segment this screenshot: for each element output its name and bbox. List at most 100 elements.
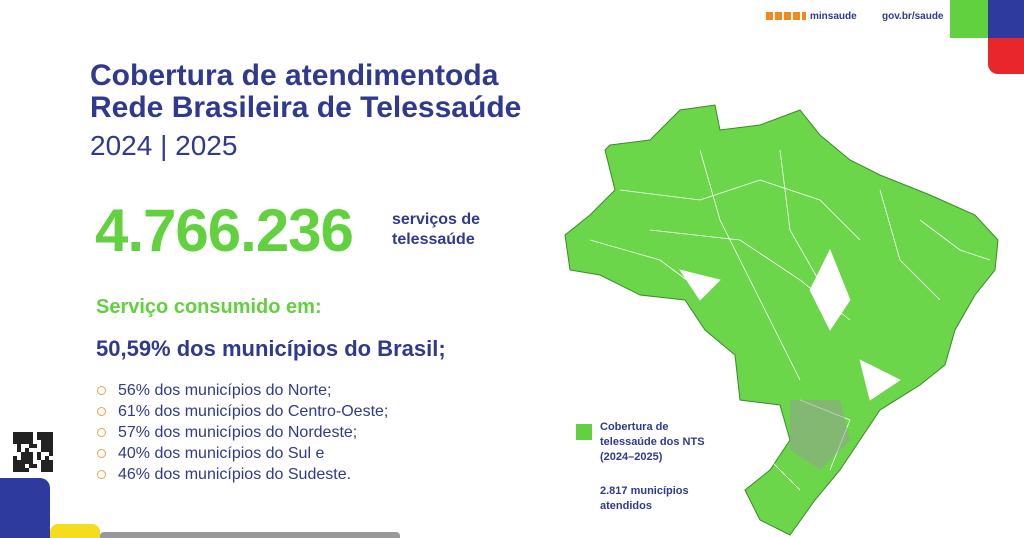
qr-cell xyxy=(37,456,41,460)
qr-cell xyxy=(45,460,49,464)
qr-cell xyxy=(21,464,25,468)
qr-cell xyxy=(49,432,53,436)
qr-cell xyxy=(37,436,41,440)
map xyxy=(564,104,999,536)
qr-cell xyxy=(13,468,17,472)
section-heading: Serviço consumido em: xyxy=(96,296,322,318)
qr-cell xyxy=(45,436,49,440)
qr-cell xyxy=(33,464,37,468)
qr-cell xyxy=(29,452,33,456)
big-caption: serviços de telessaúde xyxy=(392,210,480,250)
brand: minsaude xyxy=(810,11,857,22)
title-line: Cobertura de atendimentoda xyxy=(90,59,499,92)
big-number: 4.766.236 xyxy=(95,197,354,264)
qr-cell xyxy=(25,452,29,456)
qr-cell xyxy=(49,440,53,444)
corner-yellow xyxy=(50,524,100,538)
map-south-shade xyxy=(790,400,850,470)
qr-cell xyxy=(49,464,53,468)
qr-cell xyxy=(49,448,53,452)
qr-cell xyxy=(29,440,33,444)
qr-cell xyxy=(13,464,17,468)
qr-cell xyxy=(21,440,25,444)
qr-cell xyxy=(17,468,21,472)
qr-cell xyxy=(29,456,33,460)
legend-swatch xyxy=(576,424,592,440)
qr-cell xyxy=(37,452,41,456)
qr-cell xyxy=(13,436,17,440)
qr-cell xyxy=(41,464,45,468)
qr-cell xyxy=(13,432,17,436)
corner-blue xyxy=(988,0,1024,38)
qr-code xyxy=(13,432,53,472)
qr-cell xyxy=(41,444,45,448)
qr-cell xyxy=(29,444,33,448)
qr-cell xyxy=(45,448,49,452)
qr-cell xyxy=(49,468,53,472)
region-item: 61% dos municípios do Centro-Oeste; xyxy=(96,401,388,422)
corner-red xyxy=(988,38,1024,74)
qr-cell xyxy=(49,444,53,448)
qr-cell xyxy=(13,456,17,460)
qr-cell xyxy=(21,456,25,460)
qr-cell xyxy=(13,440,17,444)
qr-cell xyxy=(45,456,49,460)
qr-cell xyxy=(29,464,33,468)
qr-cell xyxy=(25,456,29,460)
caption-line: telessaúde xyxy=(392,231,475,248)
corner-green xyxy=(950,0,990,38)
legend-line: Cobertura de xyxy=(600,421,669,433)
qr-cell xyxy=(17,448,21,452)
qr-cell xyxy=(25,432,29,436)
qr-cell xyxy=(29,436,33,440)
bottom-bar xyxy=(100,532,400,538)
qr-cell xyxy=(41,448,45,452)
qr-cell xyxy=(41,460,45,464)
qr-cell xyxy=(45,468,49,472)
qr-cell xyxy=(33,444,37,448)
region-item: 57% dos municípios do Nordeste; xyxy=(96,422,388,443)
qr-cell xyxy=(21,436,25,440)
qr-cell xyxy=(37,432,41,436)
qr-cell xyxy=(25,468,29,472)
qr-cell xyxy=(41,468,45,472)
map-borders xyxy=(589,149,991,491)
qr-cell xyxy=(41,440,45,444)
region-item: 56% dos municípios do Norte; xyxy=(96,380,388,401)
qr-cell xyxy=(45,440,49,444)
qr-cell xyxy=(49,436,53,440)
qr-cell xyxy=(25,436,29,440)
region-list: 56% dos municípios do Norte; 61% dos muni… xyxy=(96,380,388,485)
qr-cell xyxy=(17,444,21,448)
qr-cell xyxy=(17,460,21,464)
qr-cell xyxy=(45,432,49,436)
region-item: 40% dos municípios do Sul e xyxy=(96,443,388,464)
title-line: Rede Brasileira de Telessaúde xyxy=(90,91,522,124)
legend-label: Cobertura de telessaúde dos NTS (2024–20… xyxy=(600,420,705,465)
social-icons xyxy=(766,12,806,20)
qr-cell xyxy=(13,460,17,464)
qr-cell xyxy=(45,464,49,468)
legend-line: telessaúde dos NTS xyxy=(600,436,705,448)
qr-cell xyxy=(29,432,33,436)
qr-cell xyxy=(41,432,45,436)
section-total: 50,59% dos municípios do Brasil; xyxy=(96,336,446,361)
qr-cell xyxy=(17,432,21,436)
title: Cobertura de atendimentoda Rede Brasilei… xyxy=(90,60,521,124)
qr-cell xyxy=(17,464,21,468)
gov-logo: gov.br/saude xyxy=(882,11,944,22)
region-item: 46% dos municípios do Sudeste. xyxy=(96,464,388,485)
qr-cell xyxy=(21,432,25,436)
note-line: atendidos xyxy=(600,500,652,512)
qr-cell xyxy=(17,440,21,444)
qr-cell xyxy=(29,460,33,464)
brazil-map xyxy=(564,104,999,536)
qr-cell xyxy=(25,460,29,464)
legend-note: 2.817 municípios atendidos xyxy=(600,484,689,514)
qr-cell xyxy=(25,448,29,452)
qr-cell xyxy=(45,444,49,448)
qr-cell xyxy=(17,436,21,440)
legend-line: (2024–2025) xyxy=(600,451,663,463)
note-line: 2.817 municípios xyxy=(600,485,689,497)
